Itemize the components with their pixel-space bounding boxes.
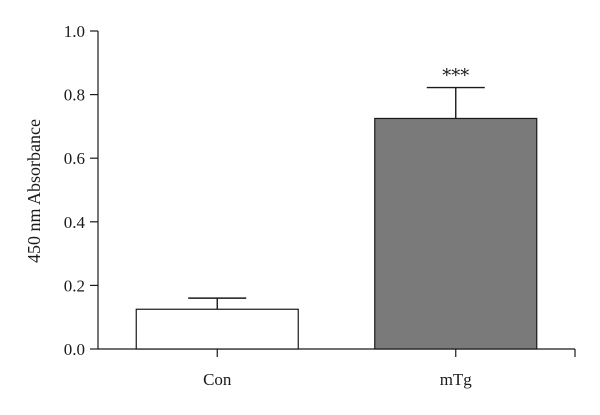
x-axis: Con mTg bbox=[98, 348, 576, 389]
bar-mtg bbox=[374, 117, 538, 350]
y-tick-label: 1.0 bbox=[64, 22, 85, 41]
significance-label: *** bbox=[442, 66, 469, 87]
y-tick-label: 0.0 bbox=[64, 340, 85, 359]
bars: *** bbox=[135, 66, 538, 350]
bar-con bbox=[135, 308, 299, 350]
y-tick-label: 0.6 bbox=[64, 149, 85, 168]
y-tick-label: 0.8 bbox=[64, 86, 85, 105]
x-tick-label-con: Con bbox=[203, 370, 232, 389]
y-tick-label: 0.4 bbox=[64, 213, 86, 232]
y-tick-label: 0.2 bbox=[64, 276, 85, 295]
y-axis-title: 450 nm Absorbance bbox=[24, 119, 44, 263]
y-axis: 0.0 0.2 0.4 0.6 0.8 1.0 bbox=[64, 22, 99, 359]
x-tick-label-mtg: mTg bbox=[440, 370, 473, 389]
